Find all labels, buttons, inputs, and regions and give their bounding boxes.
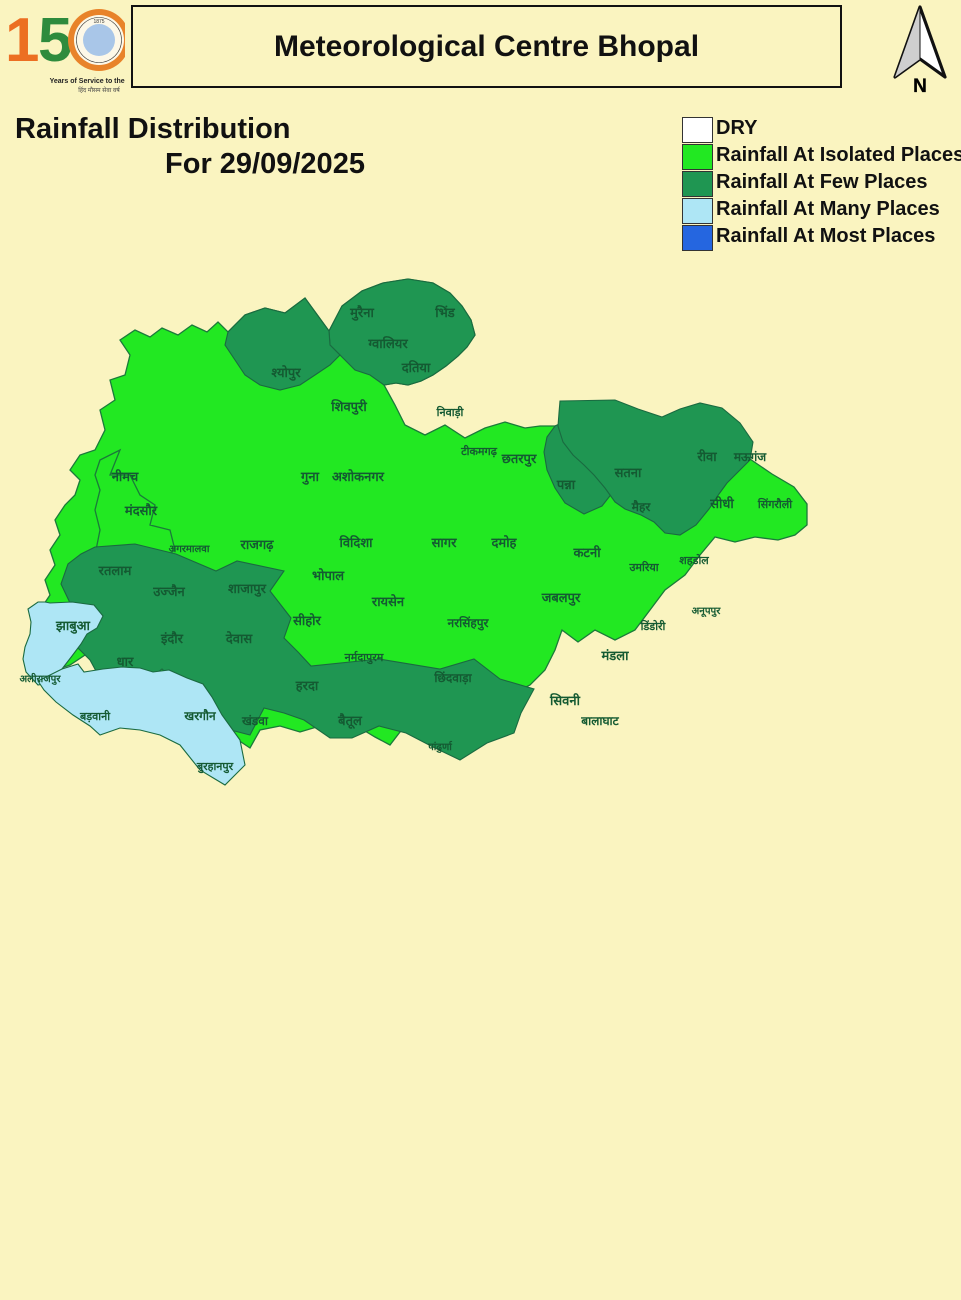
svg-text:छतरपुर: छतरपुर bbox=[501, 451, 537, 467]
svg-text:सीहोर: सीहोर bbox=[292, 613, 321, 628]
svg-text:छिंदवाड़ा: छिंदवाड़ा bbox=[433, 670, 472, 685]
svg-text:कटनी: कटनी bbox=[572, 545, 601, 560]
svg-text:नीमच: नीमच bbox=[111, 469, 139, 484]
svg-text:पन्ना: पन्ना bbox=[556, 477, 576, 492]
svg-text:विदिशा: विदिशा bbox=[338, 535, 373, 550]
svg-text:अगरमालवा: अगरमालवा bbox=[169, 544, 210, 555]
svg-text:इंदौर: इंदौर bbox=[160, 631, 184, 646]
svg-text:डिंडोरी: डिंडोरी bbox=[640, 619, 667, 633]
svg-text:झाबुआ: झाबुआ bbox=[55, 618, 91, 634]
svg-text:सतना: सतना bbox=[614, 465, 642, 480]
svg-text:बालाघाट: बालाघाट bbox=[580, 714, 619, 728]
svg-text:पांढुर्णा: पांढुर्णा bbox=[427, 740, 453, 753]
svg-text:शाजापुर: शाजापुर bbox=[228, 581, 267, 597]
svg-text:मैहर: मैहर bbox=[631, 500, 652, 514]
svg-text:बड़वानी: बड़वानी bbox=[79, 709, 111, 723]
svg-text:गुना: गुना bbox=[300, 469, 320, 485]
svg-text:जबलपुर: जबलपुर bbox=[541, 590, 581, 606]
svg-text:श्योपुर: श्योपुर bbox=[271, 365, 301, 381]
svg-text:नर्मदापुरम: नर्मदापुरम bbox=[344, 650, 384, 665]
svg-text:शिवपुरी: शिवपुरी bbox=[330, 399, 367, 415]
svg-text:बुरहानपुर: बुरहानपुर bbox=[196, 761, 234, 774]
svg-text:सिवनी: सिवनी bbox=[549, 693, 581, 708]
svg-text:अनूपपुर: अनूपपुर bbox=[692, 606, 722, 618]
svg-text:राजगढ़: राजगढ़ bbox=[240, 537, 275, 552]
svg-text:रीवा: रीवा bbox=[696, 449, 717, 464]
svg-text:शहडोल: शहडोल bbox=[679, 553, 709, 567]
svg-text:निवाड़ी: निवाड़ी bbox=[436, 405, 465, 419]
svg-text:अशोकनगर: अशोकनगर bbox=[332, 469, 385, 484]
svg-text:उमरिया: उमरिया bbox=[628, 560, 659, 574]
svg-text:धार: धार bbox=[117, 654, 134, 669]
svg-text:ग्वालियर: ग्वालियर bbox=[367, 336, 408, 351]
svg-text:सीधी: सीधी bbox=[709, 496, 734, 511]
svg-text:खरगौन: खरगौन bbox=[183, 709, 217, 723]
svg-text:सागर: सागर bbox=[431, 535, 457, 550]
svg-text:मंडला: मंडला bbox=[601, 648, 630, 663]
svg-text:टीकमगढ़: टीकमगढ़ bbox=[460, 444, 498, 458]
svg-text:दतिया: दतिया bbox=[401, 360, 431, 375]
svg-text:मुरैना: मुरैना bbox=[349, 305, 374, 321]
svg-text:भिंड: भिंड bbox=[434, 304, 456, 320]
svg-text:उज्जैन: उज्जैन bbox=[152, 584, 185, 599]
svg-text:रायसेन: रायसेन bbox=[371, 594, 405, 609]
svg-text:दमोह: दमोह bbox=[491, 535, 518, 550]
svg-text:हरदा: हरदा bbox=[295, 678, 319, 693]
svg-text:देवास: देवास bbox=[225, 631, 253, 646]
svg-text:रतलाम: रतलाम bbox=[98, 563, 133, 578]
svg-text:भोपाल: भोपाल bbox=[312, 568, 345, 583]
svg-text:मऊगंज: मऊगंज bbox=[733, 450, 767, 464]
svg-text:नरसिंहपुर: नरसिंहपुर bbox=[447, 615, 490, 631]
svg-text:खंडवा: खंडवा bbox=[241, 714, 269, 728]
svg-text:सिंगरौली: सिंगरौली bbox=[757, 497, 793, 511]
svg-text:बैतूल: बैतूल bbox=[337, 713, 363, 729]
svg-text:अलीराजपुर: अलीराजपुर bbox=[20, 672, 62, 685]
svg-text:मंदसौर: मंदसौर bbox=[124, 503, 158, 518]
